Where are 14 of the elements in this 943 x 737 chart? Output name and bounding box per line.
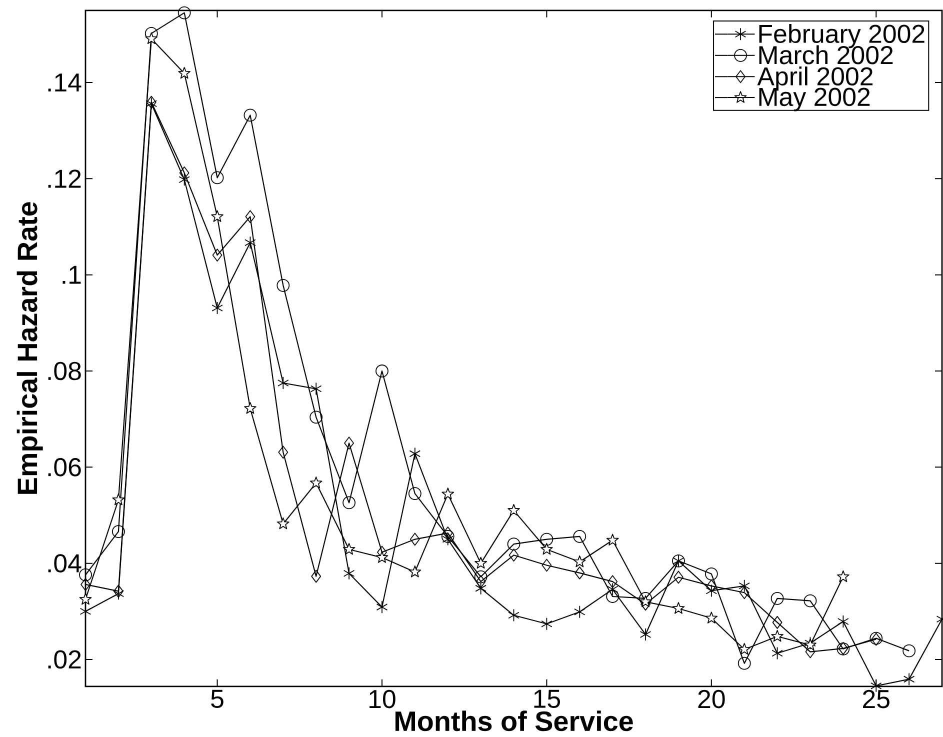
y-tick-label: .12 (48, 170, 81, 188)
y-tick-label: .06 (48, 458, 81, 476)
y-tick-label: .04 (48, 554, 82, 572)
x-tick-label: 5 (211, 690, 224, 708)
x-tick-label: 20 (698, 690, 725, 708)
x-tick-label: 25 (863, 690, 890, 708)
y-axis-title: Empirical Hazard Rate (16, 202, 43, 494)
y-tick-label: .08 (48, 362, 81, 380)
y-tick-label: .02 (48, 650, 81, 669)
y-tick-label: .14 (48, 74, 82, 92)
x-axis-title: Months of Service (395, 710, 633, 732)
x-tick-label: 15 (534, 690, 560, 708)
x-tick-label: 10 (370, 690, 396, 708)
y-tick-label: .1 (62, 266, 81, 284)
